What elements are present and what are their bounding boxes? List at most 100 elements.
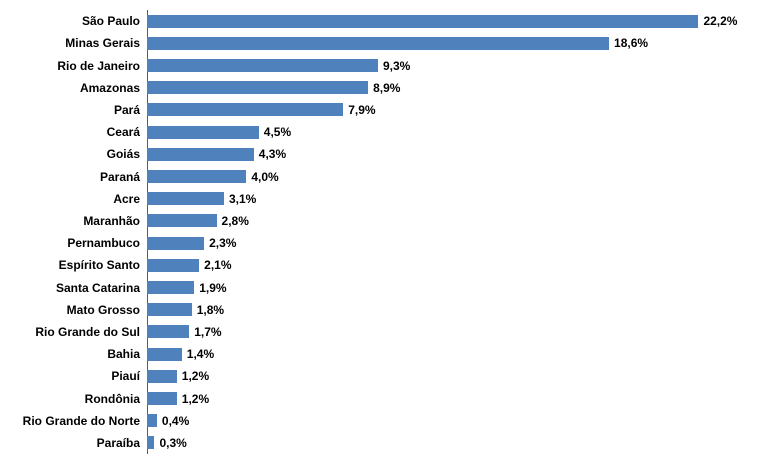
bar bbox=[147, 236, 205, 250]
row-plot: 1,2% bbox=[147, 387, 768, 409]
bar bbox=[147, 281, 195, 295]
row-plot: 9,3% bbox=[147, 54, 768, 76]
value-label: 1,2% bbox=[181, 369, 210, 384]
category-axis-line bbox=[147, 10, 148, 454]
row-plot: 2,1% bbox=[147, 254, 768, 276]
row-plot: 1,4% bbox=[147, 343, 768, 365]
value-label: 2,8% bbox=[221, 213, 249, 228]
value-label: 4,5% bbox=[263, 125, 292, 140]
category-label: Santa Catarina bbox=[55, 280, 140, 295]
chart-row: Rio de Janeiro 9,3% bbox=[0, 54, 768, 76]
value-label: 1,7% bbox=[194, 324, 222, 339]
chart-row: Goiás 4,3% bbox=[0, 143, 768, 165]
chart-row: Maranhão 2,8% bbox=[0, 210, 768, 232]
row-plot: 2,3% bbox=[147, 232, 768, 254]
category-label: Mato Grosso bbox=[66, 302, 140, 317]
value-label: 3,1% bbox=[229, 191, 257, 206]
bar bbox=[147, 414, 157, 428]
category-label: Rio Grande do Sul bbox=[35, 324, 140, 339]
category-label: Maranhão bbox=[83, 213, 140, 228]
chart-row: Piauí 1,2% bbox=[0, 365, 768, 387]
bar bbox=[147, 14, 699, 28]
bar bbox=[147, 170, 247, 184]
category-label: Acre bbox=[113, 191, 140, 206]
category-label: Ceará bbox=[106, 125, 140, 140]
bar bbox=[147, 369, 177, 383]
bar bbox=[147, 436, 155, 450]
row-plot: 8,9% bbox=[147, 77, 768, 99]
value-label: 7,9% bbox=[348, 102, 376, 117]
chart-row: Mato Grosso 1,8% bbox=[0, 299, 768, 321]
row-plot: 0,3% bbox=[147, 432, 768, 454]
chart-row: Rondônia 1,2% bbox=[0, 387, 768, 409]
bar bbox=[147, 36, 610, 50]
bar bbox=[147, 147, 254, 161]
value-label: 1,4% bbox=[186, 347, 215, 362]
category-label: Piauí bbox=[111, 369, 140, 384]
row-plot: 1,2% bbox=[147, 365, 768, 387]
category-label: Espírito Santo bbox=[58, 258, 140, 273]
chart-row: São Paulo 22,2% bbox=[0, 10, 768, 32]
category-label: Pernambuco bbox=[67, 236, 140, 251]
bar bbox=[147, 192, 224, 206]
chart-row: Santa Catarina 1,9% bbox=[0, 276, 768, 298]
category-label: Rio de Janeiro bbox=[57, 58, 140, 73]
value-label: 1,2% bbox=[181, 391, 210, 406]
value-label: 9,3% bbox=[383, 58, 411, 73]
row-plot: 3,1% bbox=[147, 188, 768, 210]
row-plot: 2,8% bbox=[147, 210, 768, 232]
bar bbox=[147, 214, 217, 228]
category-label: Paraíba bbox=[96, 435, 140, 450]
chart-row: Amazonas 8,9% bbox=[0, 77, 768, 99]
category-label: Bahia bbox=[107, 347, 140, 362]
chart-row: Acre 3,1% bbox=[0, 188, 768, 210]
value-label: 1,9% bbox=[199, 280, 227, 295]
row-plot: 4,5% bbox=[147, 121, 768, 143]
value-label: 4,3% bbox=[258, 147, 287, 162]
category-label: Minas Gerais bbox=[65, 36, 140, 51]
chart-row: Paraná 4,0% bbox=[0, 165, 768, 187]
category-label: Paraná bbox=[99, 169, 140, 184]
row-plot: 7,9% bbox=[147, 99, 768, 121]
value-label: 2,3% bbox=[209, 236, 237, 251]
category-label: Amazonas bbox=[79, 80, 140, 95]
category-label: Rondônia bbox=[84, 391, 140, 406]
chart-row: Pernambuco 2,3% bbox=[0, 232, 768, 254]
row-plot: 18,6% bbox=[147, 32, 768, 54]
category-label: Pará bbox=[113, 102, 140, 117]
chart-row: Bahia 1,4% bbox=[0, 343, 768, 365]
chart-row: Rio Grande do Sul 1,7% bbox=[0, 321, 768, 343]
value-label: 22,2% bbox=[703, 14, 738, 29]
value-label: 4,0% bbox=[251, 169, 279, 184]
bar bbox=[147, 325, 190, 339]
value-label: 0,4% bbox=[161, 413, 190, 428]
value-label: 18,6% bbox=[614, 36, 649, 51]
bar bbox=[147, 392, 177, 406]
value-label: 8,9% bbox=[373, 80, 401, 95]
value-label: 1,8% bbox=[196, 302, 225, 317]
category-label: São Paulo bbox=[81, 14, 140, 29]
bar bbox=[147, 303, 192, 317]
bar bbox=[147, 103, 344, 117]
chart-row: Espírito Santo 2,1% bbox=[0, 254, 768, 276]
chart-row: Pará 7,9% bbox=[0, 99, 768, 121]
category-label: Rio Grande do Norte bbox=[22, 413, 140, 428]
category-label: Goiás bbox=[106, 147, 140, 162]
row-plot: 1,8% bbox=[147, 299, 768, 321]
bar bbox=[147, 258, 200, 272]
value-label: 0,3% bbox=[159, 435, 187, 450]
row-plot: 4,0% bbox=[147, 165, 768, 187]
bar bbox=[147, 125, 259, 139]
chart-row: Ceará 4,5% bbox=[0, 121, 768, 143]
bar bbox=[147, 347, 182, 361]
row-plot: 1,9% bbox=[147, 276, 768, 298]
row-plot: 1,7% bbox=[147, 321, 768, 343]
chart-row: Paraíba 0,3% bbox=[0, 432, 768, 454]
bar bbox=[147, 81, 369, 95]
row-plot: 22,2% bbox=[147, 10, 768, 32]
row-plot: 4,3% bbox=[147, 143, 768, 165]
bar bbox=[147, 59, 378, 72]
row-plot: 0,4% bbox=[147, 410, 768, 432]
value-label: 2,1% bbox=[204, 258, 232, 273]
